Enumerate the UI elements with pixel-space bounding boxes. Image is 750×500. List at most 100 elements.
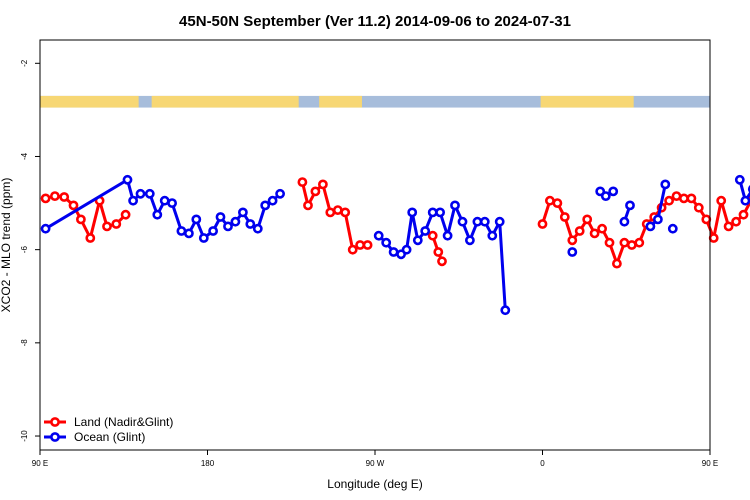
data-point bbox=[464, 235, 475, 246]
data-point bbox=[260, 200, 271, 211]
chart-title: 45N-50N September (Ver 11.2) 2014-09-06 … bbox=[179, 13, 571, 30]
land-band bbox=[540, 95, 634, 108]
data-point bbox=[708, 233, 719, 243]
data-point bbox=[567, 247, 578, 257]
data-point bbox=[347, 244, 358, 255]
data-point bbox=[144, 188, 155, 199]
data-point bbox=[128, 195, 138, 206]
data-point bbox=[245, 219, 256, 229]
data-point bbox=[59, 192, 70, 202]
data-point bbox=[693, 202, 704, 213]
data-point bbox=[198, 233, 209, 243]
data-point bbox=[355, 240, 365, 250]
data-point bbox=[303, 200, 313, 211]
data-point bbox=[362, 240, 373, 250]
land-band bbox=[151, 95, 299, 108]
data-point bbox=[183, 228, 194, 239]
axes: 90 E 180 90 W 0 90 E -2 -4 -6 -8 -10 bbox=[20, 59, 718, 468]
data-point bbox=[457, 216, 468, 227]
data-point bbox=[102, 221, 112, 232]
data-point bbox=[381, 237, 392, 248]
data-point bbox=[120, 209, 131, 220]
data-point bbox=[40, 223, 51, 234]
data-point bbox=[589, 228, 600, 239]
data-point bbox=[267, 195, 278, 206]
data-point bbox=[664, 195, 674, 206]
y-tick-label: -10 bbox=[20, 430, 29, 442]
y-axis-label: XCO2 - MLO trend (ppm) bbox=[0, 178, 13, 313]
legend-label: Land (Nadir&Glint) bbox=[74, 415, 173, 429]
y-tick-label: -4 bbox=[20, 152, 29, 160]
data-point bbox=[412, 235, 423, 246]
data-point bbox=[574, 226, 585, 236]
y-tick-label: -8 bbox=[20, 339, 29, 347]
data-point bbox=[325, 207, 336, 218]
data-point bbox=[401, 244, 412, 255]
data-point bbox=[634, 237, 645, 248]
data-point bbox=[738, 209, 749, 220]
data-point bbox=[653, 214, 663, 225]
data-point bbox=[252, 223, 263, 234]
data-point bbox=[701, 214, 712, 225]
series-line bbox=[45, 194, 127, 240]
data-point bbox=[340, 207, 351, 218]
data-point bbox=[612, 258, 622, 269]
data-point bbox=[310, 186, 321, 197]
data-point bbox=[208, 226, 218, 236]
data-point bbox=[625, 200, 635, 211]
data-point bbox=[191, 214, 202, 225]
legend: Land (Nadir&Glint)Ocean (Glint) bbox=[44, 415, 173, 444]
data-point bbox=[567, 235, 578, 246]
data-point bbox=[433, 247, 444, 257]
ocean-band bbox=[40, 95, 710, 108]
data-point bbox=[68, 200, 79, 211]
data-point bbox=[275, 188, 285, 199]
data-point bbox=[237, 207, 248, 218]
x-tick-label: 90 E bbox=[702, 459, 718, 468]
data-point bbox=[686, 193, 697, 204]
data-point bbox=[420, 226, 431, 236]
data-point bbox=[50, 191, 60, 201]
data-point bbox=[230, 216, 241, 227]
data-point bbox=[388, 247, 399, 257]
x-tick-label: 90 W bbox=[366, 459, 385, 468]
data-point bbox=[582, 214, 593, 225]
x-axis-label: Longitude (deg E) bbox=[327, 477, 422, 491]
data-point bbox=[500, 305, 511, 316]
data-point bbox=[734, 174, 745, 185]
y-tick-label: -2 bbox=[20, 59, 29, 67]
data-point bbox=[645, 221, 656, 232]
land-band bbox=[40, 95, 139, 108]
data-point bbox=[600, 191, 611, 201]
data-point bbox=[545, 195, 555, 206]
data-point bbox=[597, 223, 607, 234]
legend-marker bbox=[50, 417, 60, 427]
legend-label: Ocean (Glint) bbox=[74, 430, 145, 444]
data-point bbox=[442, 230, 453, 241]
data-point bbox=[435, 207, 445, 218]
data-point bbox=[135, 188, 146, 199]
series-ocean bbox=[40, 174, 750, 316]
legend-marker bbox=[50, 432, 60, 442]
land-band bbox=[319, 95, 362, 108]
data-point bbox=[437, 256, 447, 267]
x-tick-label: 0 bbox=[540, 459, 545, 468]
data-point bbox=[317, 179, 328, 190]
series-line bbox=[405, 203, 507, 311]
data-point bbox=[215, 212, 226, 222]
series-layer bbox=[40, 174, 750, 316]
data-point bbox=[122, 174, 133, 185]
x-tick-label: 180 bbox=[201, 459, 215, 468]
data-point bbox=[479, 216, 490, 227]
data-point bbox=[660, 179, 671, 190]
data-point bbox=[40, 193, 51, 204]
data-point bbox=[111, 219, 122, 229]
data-point bbox=[667, 223, 678, 234]
data-point bbox=[297, 177, 308, 187]
data-point bbox=[679, 193, 689, 204]
data-point bbox=[608, 186, 619, 197]
y-tick-label: -6 bbox=[20, 246, 29, 254]
data-point bbox=[76, 214, 86, 225]
data-point bbox=[427, 230, 438, 241]
